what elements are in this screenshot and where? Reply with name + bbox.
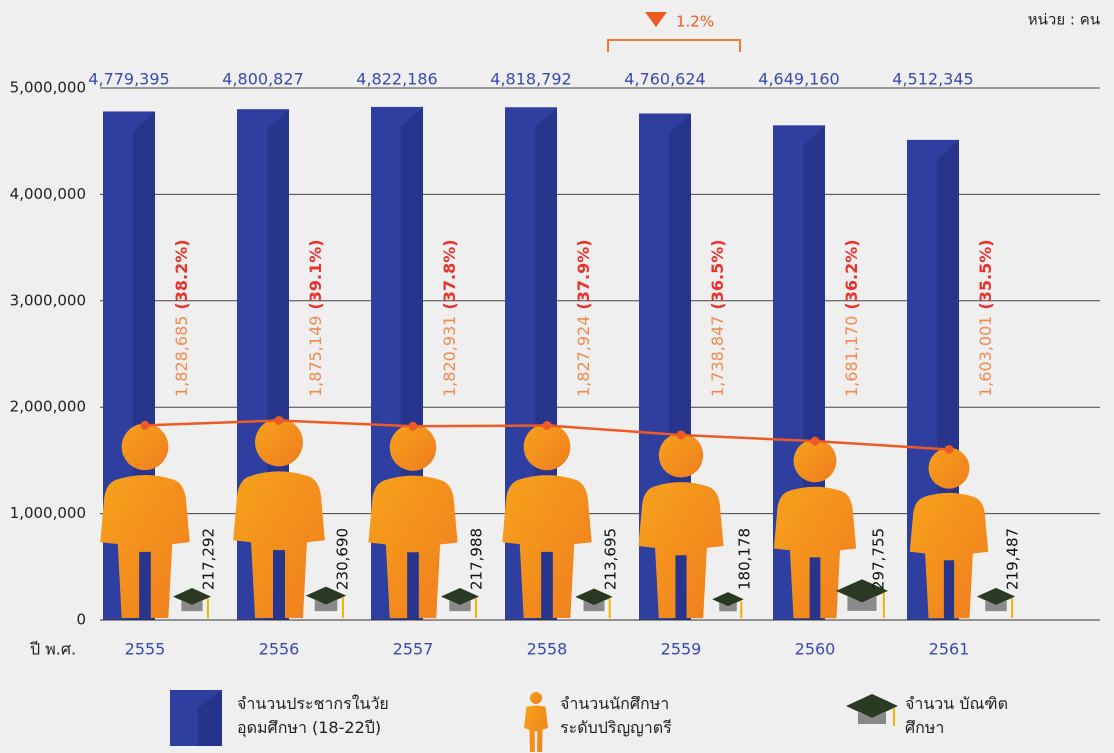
student-label: 1,603,001 (35.5%) xyxy=(976,239,995,397)
student-value-label: 1,828,685 xyxy=(172,316,191,397)
graduate-label: 217,292 xyxy=(200,528,218,590)
student-label: 1,828,685 (38.2%) xyxy=(172,239,191,397)
graduate-label: 217,988 xyxy=(468,528,486,590)
x-tick-label: 2560 xyxy=(795,640,836,659)
bar-value-label: 4,818,792 xyxy=(490,70,571,89)
graduate-label: 213,695 xyxy=(602,528,620,590)
person-head xyxy=(255,418,303,466)
bar-value-label: 4,649,160 xyxy=(758,70,839,89)
person-head xyxy=(390,424,436,470)
x-tick-label: 2561 xyxy=(929,640,970,659)
graduate-label: 219,487 xyxy=(1004,528,1022,590)
student-point xyxy=(677,430,686,439)
annotation: 1.2% xyxy=(676,13,714,31)
y-tick-label: 5,000,000 xyxy=(10,79,86,97)
graduate-cap xyxy=(575,588,612,618)
student-point xyxy=(945,445,954,454)
person-head xyxy=(122,423,169,470)
student-point xyxy=(409,422,418,431)
bar-value-label: 4,512,345 xyxy=(892,70,973,89)
graduate-cap xyxy=(173,588,211,618)
bar-value-label: 4,822,186 xyxy=(356,70,437,89)
legend-person-icon xyxy=(524,692,548,752)
unit-label: หน่วย : คน xyxy=(1028,11,1100,29)
y-tick-label: 2,000,000 xyxy=(10,398,86,416)
student-point xyxy=(543,421,552,430)
annotation-bracket xyxy=(608,40,740,52)
student-value-label: 1,738,847 xyxy=(708,316,727,397)
graduate-label: 297,755 xyxy=(870,528,888,590)
graduate-label: 230,690 xyxy=(334,528,352,590)
person-head xyxy=(659,433,703,477)
x-tick-label: 2558 xyxy=(527,640,568,659)
bar-value-label: 4,760,624 xyxy=(624,70,705,89)
share-label: (36.5%) xyxy=(708,239,727,309)
share-label: (38.2%) xyxy=(172,239,191,309)
student-label: 1,875,149 (39.1%) xyxy=(306,239,325,397)
y-tick-label: 4,000,000 xyxy=(10,185,86,203)
x-tick-label: 2555 xyxy=(125,640,166,659)
down-arrow xyxy=(645,12,667,27)
cap-top xyxy=(712,592,744,606)
share-label: (37.9%) xyxy=(574,239,593,309)
student-label: 1,681,170 (36.2%) xyxy=(842,239,861,397)
chart: หน่วย : คน ปี พ.ศ. 1.2% 0 1,000,000 2,000,… xyxy=(0,0,1114,753)
x-tick-label: 2557 xyxy=(393,640,434,659)
student-label: 1,827,924 (37.9%) xyxy=(574,239,593,397)
legend-cap-icon xyxy=(846,694,898,726)
share-label: (35.5%) xyxy=(976,239,995,309)
legend-label: จำนวน บัณฑิตศึกษา xyxy=(905,692,1010,740)
legend-label: จำนวนนักศึกษา ระดับปริญญาตรี xyxy=(560,692,705,740)
x-tick-label: 2559 xyxy=(661,640,702,659)
student-point xyxy=(141,421,150,430)
person-head xyxy=(524,424,571,471)
graduate-cap xyxy=(977,588,1015,618)
share-label: (39.1%) xyxy=(306,239,325,309)
student-value-label: 1,603,001 xyxy=(976,316,995,397)
graduate-cap xyxy=(306,587,346,618)
x-axis-label: ปี พ.ศ. xyxy=(30,640,77,659)
y-tick-label: 0 xyxy=(76,611,86,629)
person-head xyxy=(794,439,837,482)
student-value-label: 1,827,924 xyxy=(574,316,593,397)
student-point xyxy=(811,437,820,446)
legend-label: จำนวนประชากรในวัย อุดมศึกษา (18-22ปี) xyxy=(237,692,417,740)
student-label: 1,820,931 (37.8%) xyxy=(440,239,459,397)
student-point xyxy=(275,416,284,425)
student-label: 1,738,847 (36.5%) xyxy=(708,239,727,397)
bar-value-label: 4,779,395 xyxy=(88,70,169,89)
student-value-label: 1,875,149 xyxy=(306,316,325,397)
infographic: หน่วย : คน ปี พ.ศ. 1.2% 0 1,000,000 2,000,… xyxy=(0,0,1114,753)
graduate-cap xyxy=(441,588,479,618)
y-tick-label: 1,000,000 xyxy=(10,504,86,522)
graduate-label: 180,178 xyxy=(736,528,754,590)
graduate-cap xyxy=(712,592,744,618)
share-label: (36.2%) xyxy=(842,239,861,309)
share-label: (37.8%) xyxy=(440,239,459,309)
student-value-label: 1,820,931 xyxy=(440,316,459,397)
student-value-label: 1,681,170 xyxy=(842,316,861,397)
x-tick-label: 2556 xyxy=(259,640,300,659)
bar-value-label: 4,800,827 xyxy=(222,70,303,89)
y-tick-label: 3,000,000 xyxy=(10,291,86,309)
